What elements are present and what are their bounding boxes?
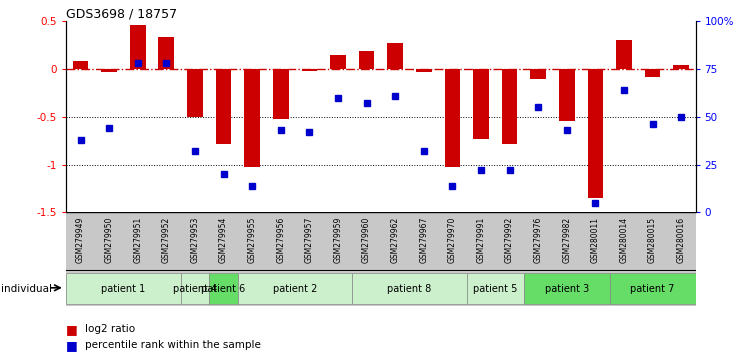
Bar [616, 40, 632, 69]
Bar [244, 69, 260, 166]
Text: GSM279957: GSM279957 [305, 217, 314, 263]
Text: patient 3: patient 3 [545, 284, 589, 293]
Bar [353, 273, 467, 304]
Bar [502, 69, 517, 144]
Bar [158, 38, 174, 69]
Text: GSM279992: GSM279992 [505, 217, 514, 263]
Text: GSM279962: GSM279962 [391, 217, 400, 263]
Text: patient 8: patient 8 [387, 284, 431, 293]
Text: percentile rank within the sample: percentile rank within the sample [85, 340, 261, 350]
Text: ■: ■ [66, 339, 78, 352]
Bar [66, 273, 180, 304]
Text: GSM279976: GSM279976 [534, 217, 542, 263]
Text: GSM279956: GSM279956 [276, 217, 286, 263]
Text: individual: individual [1, 284, 52, 293]
Bar [358, 51, 375, 69]
Bar [330, 55, 346, 69]
Text: GSM279959: GSM279959 [333, 217, 342, 263]
Text: GSM279951: GSM279951 [133, 217, 142, 263]
Text: GSM279991: GSM279991 [476, 217, 486, 263]
Bar [559, 69, 575, 121]
Text: GSM280016: GSM280016 [676, 217, 686, 263]
Text: GSM279960: GSM279960 [362, 217, 371, 263]
Text: patient 6: patient 6 [202, 284, 246, 293]
Text: GSM280014: GSM280014 [620, 217, 629, 263]
Bar [473, 69, 489, 139]
Bar [645, 69, 660, 77]
Bar [387, 43, 403, 69]
Text: patient 4: patient 4 [173, 284, 217, 293]
Bar [73, 61, 88, 69]
Bar [467, 273, 524, 304]
Bar [416, 69, 431, 72]
Bar [187, 69, 203, 117]
Text: log2 ratio: log2 ratio [85, 324, 135, 334]
Text: GSM279970: GSM279970 [448, 217, 457, 263]
Text: GSM279950: GSM279950 [105, 217, 113, 263]
Bar [180, 273, 209, 304]
Bar [587, 69, 604, 198]
Text: GDS3698 / 18757: GDS3698 / 18757 [66, 7, 177, 20]
Text: patient 5: patient 5 [473, 284, 517, 293]
Bar [216, 69, 231, 144]
Bar [531, 69, 546, 79]
Text: patient 7: patient 7 [631, 284, 675, 293]
Text: GSM279967: GSM279967 [420, 217, 428, 263]
Bar [130, 25, 146, 69]
Bar [302, 69, 317, 71]
Bar [673, 65, 689, 69]
Text: GSM279949: GSM279949 [76, 217, 85, 263]
Text: GSM279954: GSM279954 [219, 217, 228, 263]
Text: ■: ■ [66, 323, 78, 336]
Text: GSM280011: GSM280011 [591, 217, 600, 263]
Text: patient 2: patient 2 [273, 284, 317, 293]
Text: GSM279982: GSM279982 [562, 217, 571, 263]
Text: GSM279952: GSM279952 [162, 217, 171, 263]
Bar [273, 69, 289, 119]
Bar [209, 273, 238, 304]
Bar [102, 69, 117, 72]
Text: GSM279953: GSM279953 [191, 217, 199, 263]
Bar [445, 69, 460, 166]
Text: GSM280015: GSM280015 [648, 217, 657, 263]
Bar [609, 273, 696, 304]
Bar [524, 273, 609, 304]
Text: GSM279955: GSM279955 [247, 217, 257, 263]
Text: patient 1: patient 1 [102, 284, 146, 293]
Bar [238, 273, 353, 304]
